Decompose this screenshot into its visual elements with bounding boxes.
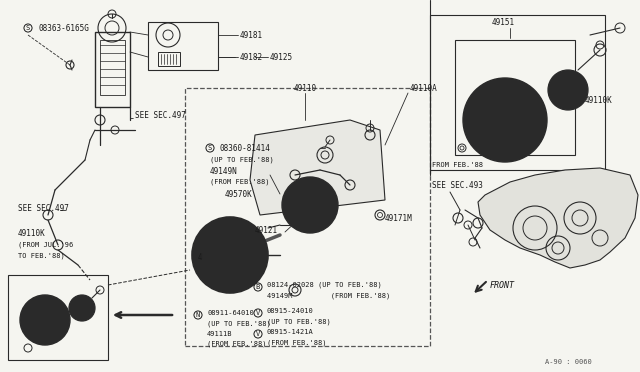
Text: 49151: 49151 xyxy=(492,17,515,26)
Text: FROM FEB.'88: FROM FEB.'88 xyxy=(432,162,483,168)
Text: 49121: 49121 xyxy=(255,225,278,234)
Text: 49181: 49181 xyxy=(240,31,263,39)
Text: 49171M: 49171M xyxy=(385,214,413,222)
Text: 08360-81414: 08360-81414 xyxy=(220,144,271,153)
Text: SEE SEC.497: SEE SEC.497 xyxy=(135,110,186,119)
Polygon shape xyxy=(478,168,638,268)
Text: 08915-1421A: 08915-1421A xyxy=(267,329,314,335)
Text: A-90 : 0060: A-90 : 0060 xyxy=(545,359,592,365)
Bar xyxy=(455,40,575,155)
Text: 49110K: 49110K xyxy=(585,96,612,105)
Text: 49111B: 49111B xyxy=(207,331,232,337)
Circle shape xyxy=(292,187,328,223)
Text: 08124-02028 (UP TO FEB.'88): 08124-02028 (UP TO FEB.'88) xyxy=(267,282,381,288)
Text: 49110K: 49110K xyxy=(18,228,45,237)
Text: 49111: 49111 xyxy=(198,253,221,263)
Text: 49570K: 49570K xyxy=(225,189,253,199)
Text: 49110A: 49110A xyxy=(410,83,438,93)
Text: (FROM FEB.'88): (FROM FEB.'88) xyxy=(210,179,269,185)
Text: 49149M         (FROM FEB.'88): 49149M (FROM FEB.'88) xyxy=(267,293,390,299)
Text: (FROM JUL.'96: (FROM JUL.'96 xyxy=(18,242,73,248)
Text: 08363-6165G: 08363-6165G xyxy=(38,23,89,32)
Text: 49182: 49182 xyxy=(240,52,263,61)
Text: (UP TO FEB.'88): (UP TO FEB.'88) xyxy=(207,321,271,327)
Text: 49130: 49130 xyxy=(225,243,248,251)
Text: FRONT: FRONT xyxy=(490,280,515,289)
Polygon shape xyxy=(250,120,385,215)
Text: 08911-64010: 08911-64010 xyxy=(207,310,253,316)
Circle shape xyxy=(69,295,95,321)
Text: S: S xyxy=(208,145,212,151)
Text: SEE SEC.493: SEE SEC.493 xyxy=(432,180,483,189)
Circle shape xyxy=(202,227,258,283)
Bar xyxy=(430,15,605,170)
Text: TO FEB.'88): TO FEB.'88) xyxy=(18,253,65,259)
Text: B: B xyxy=(256,284,260,290)
Bar xyxy=(158,52,180,66)
Bar xyxy=(100,40,125,95)
Text: V: V xyxy=(256,310,260,316)
Circle shape xyxy=(218,243,242,267)
Text: (FROM FEB.'88): (FROM FEB.'88) xyxy=(207,341,266,347)
Circle shape xyxy=(29,304,61,336)
Circle shape xyxy=(556,78,580,102)
Text: 08915-24010: 08915-24010 xyxy=(267,308,314,314)
Circle shape xyxy=(192,217,268,293)
Text: S: S xyxy=(26,25,30,31)
Text: (UP TO FEB.'88): (UP TO FEB.'88) xyxy=(210,157,274,163)
Text: V: V xyxy=(256,331,260,337)
Bar xyxy=(95,32,130,107)
Circle shape xyxy=(477,92,533,148)
Text: 49110: 49110 xyxy=(293,83,317,93)
Circle shape xyxy=(282,177,338,233)
Circle shape xyxy=(20,295,70,345)
Bar xyxy=(148,22,218,70)
Text: (UP TO FEB.'88): (UP TO FEB.'88) xyxy=(267,319,331,325)
Circle shape xyxy=(548,70,588,110)
Text: 49149N: 49149N xyxy=(210,167,237,176)
Text: N: N xyxy=(196,312,200,318)
Text: (FROM FEB.'88): (FROM FEB.'88) xyxy=(267,340,326,346)
Bar xyxy=(8,275,108,360)
Bar xyxy=(185,88,430,346)
Text: SEE SEC.497: SEE SEC.497 xyxy=(18,203,69,212)
Circle shape xyxy=(463,78,547,162)
Text: 49125: 49125 xyxy=(270,52,293,61)
